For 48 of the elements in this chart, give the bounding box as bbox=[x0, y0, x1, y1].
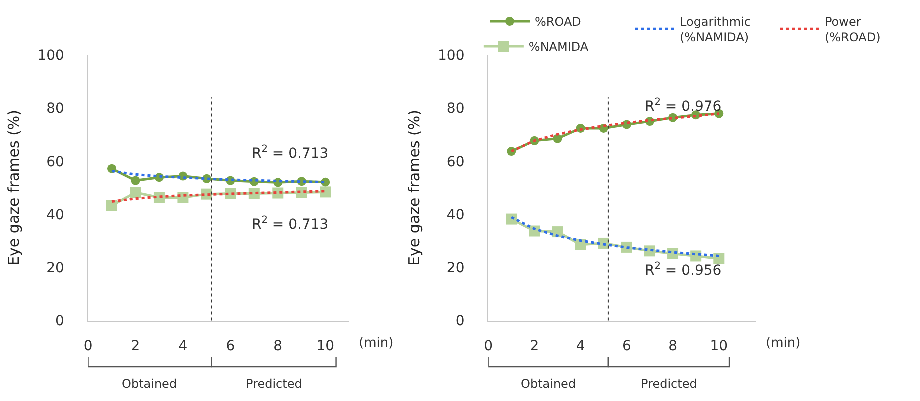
x-tick-label: 10 bbox=[316, 338, 335, 355]
legend-label: %NAMIDA bbox=[528, 40, 590, 54]
point bbox=[714, 253, 725, 264]
y-tick-label: 40 bbox=[46, 207, 64, 224]
y-tick-label: 20 bbox=[446, 260, 465, 277]
y-tick-label: 60 bbox=[446, 154, 465, 170]
x-tick-label: 6 bbox=[226, 338, 236, 355]
y-tick-label: 20 bbox=[46, 260, 64, 277]
text: Obtained bbox=[122, 377, 178, 391]
annotation: R$^{2}$ = 0.976 bbox=[645, 97, 722, 115]
y-tick-label: 60 bbox=[46, 154, 64, 170]
text: Predicted bbox=[641, 377, 698, 391]
legend-label: %ROAD bbox=[535, 15, 582, 30]
point bbox=[553, 134, 562, 144]
annotation: R$^{2}$ = 0.713 bbox=[252, 144, 329, 162]
point bbox=[320, 186, 332, 198]
x-axis-title: (min) bbox=[766, 336, 801, 351]
x-tick-label: 4 bbox=[178, 338, 188, 355]
point bbox=[106, 200, 118, 212]
x-tick-label: 8 bbox=[668, 338, 678, 355]
text: Obtained bbox=[521, 377, 576, 391]
y-tick-label: 100 bbox=[438, 48, 465, 64]
y-tick-label: 100 bbox=[38, 48, 64, 64]
y-tick-label: 80 bbox=[446, 101, 465, 118]
x-tick-label: 2 bbox=[131, 338, 140, 355]
text: Predicted bbox=[246, 377, 302, 391]
x-tick-label: 2 bbox=[530, 338, 540, 355]
x-tick-label: 4 bbox=[576, 338, 586, 355]
point bbox=[506, 214, 518, 225]
point bbox=[575, 239, 586, 250]
x-tick-label: 0 bbox=[484, 338, 494, 355]
x-tick-label: 6 bbox=[622, 338, 632, 355]
y-axis-title: Eye gaze frames (%) bbox=[4, 110, 23, 266]
legend-label: Logarithmic (%NAMIDA) bbox=[680, 14, 751, 45]
y-axis-title: Eye gaze frames (%) bbox=[405, 110, 424, 266]
annotation: R$^{2}$ = 0.713 bbox=[252, 215, 329, 233]
point bbox=[131, 176, 140, 186]
y-tick-label: 40 bbox=[446, 207, 465, 224]
annotation: R$^{2}$ = 0.956 bbox=[645, 261, 722, 279]
x-axis-title: (min) bbox=[359, 336, 394, 351]
y-tick-label: 0 bbox=[456, 314, 465, 330]
x-tick-label: 10 bbox=[710, 338, 728, 355]
y-tick-label: 80 bbox=[46, 101, 64, 118]
point bbox=[130, 187, 142, 198]
legend-label: Power (%ROAD) bbox=[825, 14, 881, 45]
x-tick-label: 8 bbox=[274, 338, 283, 355]
y-tick-label: 0 bbox=[56, 314, 64, 330]
x-tick-label: 0 bbox=[84, 338, 93, 355]
